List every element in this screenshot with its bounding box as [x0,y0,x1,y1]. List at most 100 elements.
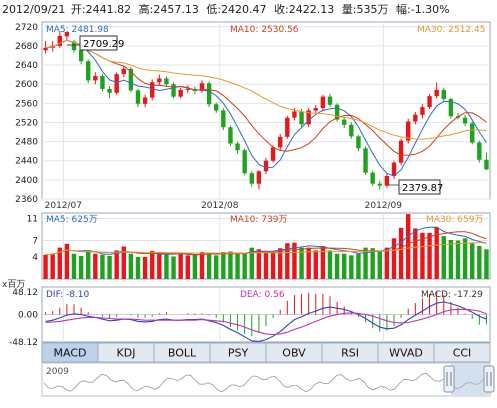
candle-body [270,147,276,161]
volume-bar [327,250,333,279]
candle [164,76,169,88]
indicator-tabs: MACD KDJ BOLL PSY OBV RSI WVAD CCI [41,342,491,363]
tab-label: BOLL [168,347,197,360]
volume-bar [320,246,326,279]
candle-body [93,76,98,81]
candle [71,39,77,53]
volume-bar [384,247,390,279]
tab-kdj[interactable]: KDJ [97,342,155,363]
tab-rsi[interactable]: RSI [321,342,379,363]
volume-bar [64,243,70,279]
candle-body [121,68,126,75]
candle-body [64,32,70,37]
tab-label: OBV [282,347,306,360]
candle-body [342,119,347,125]
grid-lines [42,22,490,342]
tab-psy[interactable]: PSY [209,342,267,363]
candle-body [142,97,148,104]
candle-body [164,78,169,85]
candle-body [249,173,254,184]
volume-bar [299,247,304,279]
candle-body [356,136,361,149]
candle [150,79,155,101]
volume-bar [363,247,368,279]
candle-body [263,160,269,172]
volume-bar [441,236,446,279]
candle-body [370,172,375,184]
volume-tick-label: 4 [32,253,38,263]
volume-bar [164,254,169,279]
tab-macd[interactable]: MACD [41,342,99,363]
candle-body [377,183,382,186]
price-tick-label: 2560 [15,99,38,109]
header-change: -1.30% [411,3,450,16]
high-marker-text: 2709.29 [83,39,124,50]
price-tick-label: 2360 [15,195,38,205]
header-date: 2012/09/21 [2,3,65,16]
candle [157,74,162,86]
date-tick-label: 2012/09 [365,201,403,211]
macd-dif-label: DIF: -8.10 [46,290,90,300]
volume-bar [249,247,254,279]
price-tick-label: 2600 [15,80,38,90]
candle [477,140,482,163]
candle-body [327,96,333,105]
volume-bar [142,257,148,279]
candle [199,80,205,93]
volume-bar [377,250,382,279]
candle-body [320,96,326,109]
candle-body [221,110,226,128]
volume-bar [477,246,482,279]
volume-bar [285,243,290,279]
candle-body [185,88,190,90]
volume-bar [455,240,461,279]
tab-obv[interactable]: OBV [265,342,323,363]
volume-bar [406,214,411,279]
candle [121,66,126,78]
ma30-line [45,39,487,140]
candle-body [413,114,418,122]
volume-bar [334,253,340,279]
candle [441,88,446,101]
candle-body [406,121,411,141]
candle-body [228,127,233,144]
tab-label: MACD [54,347,87,360]
price-tick-label: 2720 [15,23,38,33]
low-marker-text: 2379.87 [402,183,443,194]
volume-bar [427,232,432,279]
candle-body [391,162,397,177]
candle-body [349,124,354,137]
candle-body [100,76,105,89]
candle [57,31,62,48]
candle [142,94,148,108]
date-tick-label: 2012/07 [45,201,82,211]
low-marker-box [398,179,441,195]
candle [178,88,183,99]
volume-bar [278,248,283,279]
candle [363,146,368,176]
candle-body [477,142,482,160]
volume-bar [178,253,183,279]
tab-wvad[interactable]: WVAD [377,342,435,363]
volume-bar [150,250,155,279]
tab-label: RSI [341,347,359,360]
candle [93,72,98,85]
candle [270,145,276,163]
candle [470,121,475,145]
candle [228,125,233,147]
ma-lines-group [45,39,487,177]
tab-background [433,342,491,363]
tab-boll[interactable]: BOLL [153,342,211,363]
volume-bar [434,227,439,279]
volume-bar [57,247,62,279]
navigator-selection[interactable] [451,364,489,395]
price-tick-label: 2400 [15,176,38,186]
tab-cci[interactable]: CCI [433,342,491,363]
volume-ma5-label: MA5: 625万 [46,215,98,225]
volume-bar [484,249,489,279]
macd-value-label: MACD: -17.29 [421,290,483,300]
macd-tick-label: 48.12 [12,288,38,298]
navigator-right-handle[interactable] [483,365,495,393]
navigator-left-handle[interactable] [443,365,455,393]
candles-group [43,31,489,190]
